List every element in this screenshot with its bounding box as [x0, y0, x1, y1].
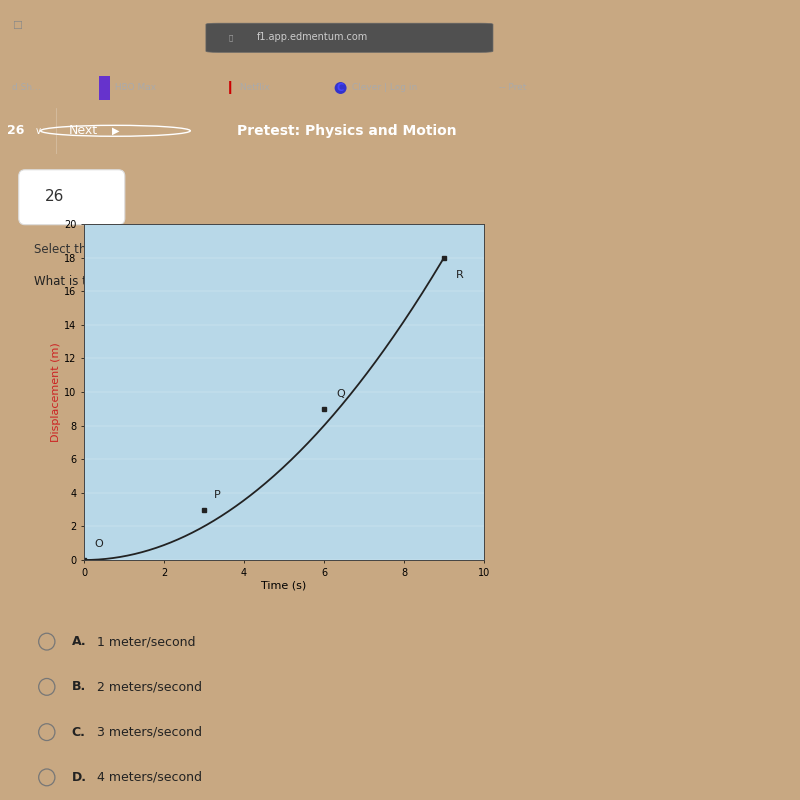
- Text: Netflix: Netflix: [237, 83, 270, 93]
- Text: Next: Next: [69, 124, 98, 138]
- Text: f1.app.edmentum.com: f1.app.edmentum.com: [256, 32, 368, 42]
- Text: D.: D.: [72, 771, 86, 784]
- FancyBboxPatch shape: [98, 76, 110, 100]
- Text: ∨: ∨: [34, 126, 42, 136]
- Text: Select the correct answer.: Select the correct answer.: [34, 242, 188, 256]
- Text: ▶: ▶: [112, 126, 119, 136]
- Text: O: O: [94, 538, 102, 549]
- Text: ❙: ❙: [225, 82, 235, 94]
- Text: 4 meters/second: 4 meters/second: [97, 771, 202, 784]
- Text: A.: A.: [72, 635, 86, 648]
- Text: Pretest: Physics and Motion: Pretest: Physics and Motion: [237, 124, 457, 138]
- Text: What is the average velocity of the particle from rest to 9 seconds?: What is the average velocity of the part…: [34, 275, 434, 288]
- Text: P: P: [214, 490, 221, 500]
- FancyBboxPatch shape: [18, 170, 125, 225]
- Text: 26: 26: [7, 124, 25, 138]
- Text: 26: 26: [45, 190, 64, 205]
- Text: 3 meters/second: 3 meters/second: [97, 726, 202, 738]
- Text: R: R: [456, 270, 464, 280]
- Text: C: C: [337, 83, 344, 93]
- Text: B.: B.: [72, 680, 86, 694]
- FancyBboxPatch shape: [206, 23, 493, 52]
- Text: HBO Max: HBO Max: [112, 83, 157, 93]
- Text: 🔒: 🔒: [229, 34, 234, 41]
- Text: 1 meter/second: 1 meter/second: [97, 635, 195, 648]
- Text: ☐: ☐: [13, 21, 22, 31]
- Y-axis label: Displacement (m): Displacement (m): [51, 342, 62, 442]
- Text: d Sh...: d Sh...: [13, 83, 42, 93]
- Text: Clever | Log in: Clever | Log in: [350, 83, 418, 93]
- Text: -- Pret: -- Pret: [499, 83, 526, 93]
- Text: Q: Q: [336, 389, 345, 399]
- Text: 2 meters/second: 2 meters/second: [97, 680, 202, 694]
- Text: C.: C.: [72, 726, 86, 738]
- X-axis label: Time (s): Time (s): [262, 581, 306, 590]
